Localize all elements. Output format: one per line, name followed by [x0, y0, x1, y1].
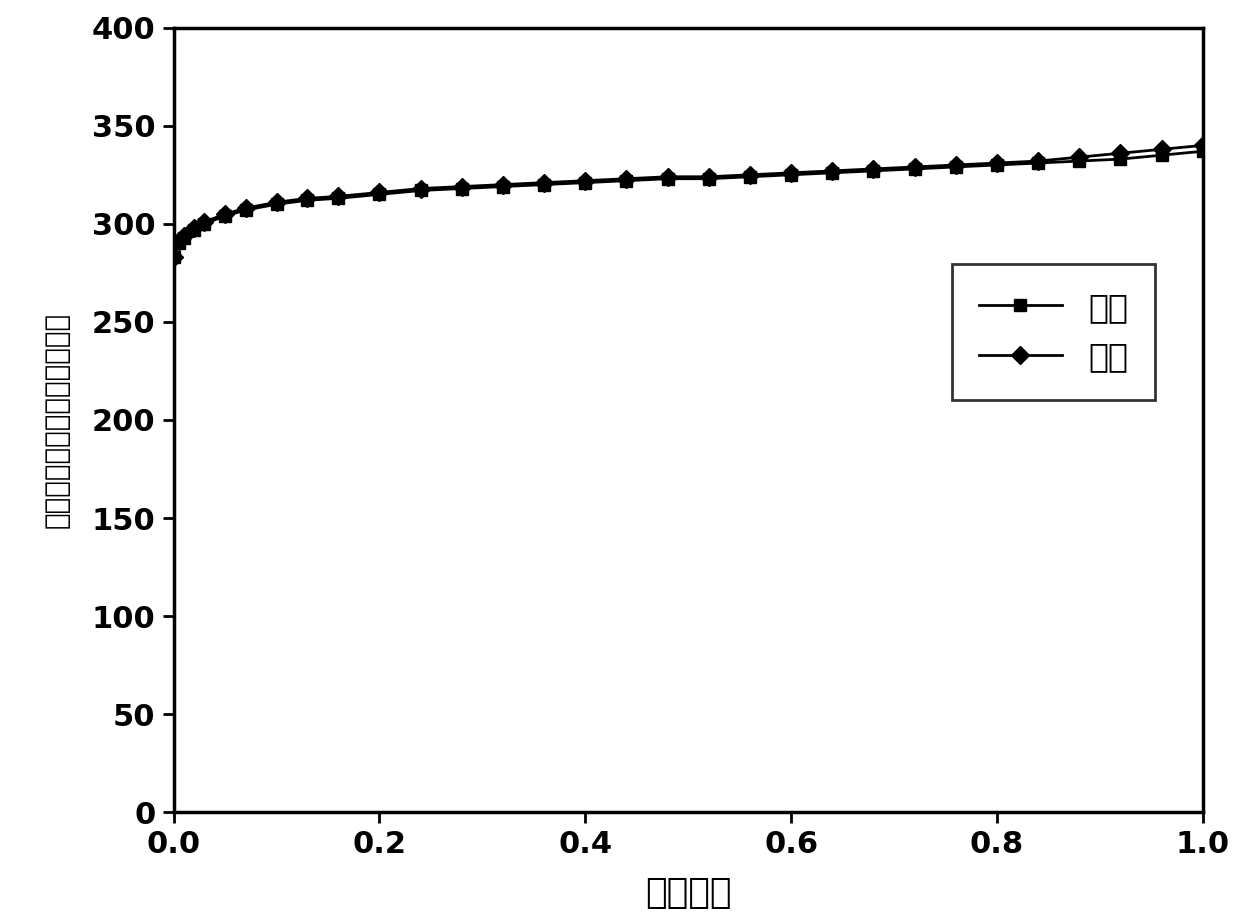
Y-axis label: 吸附容量（毫升每克，标况）: 吸附容量（毫升每克，标况）: [43, 312, 71, 528]
吸附: [1030, 158, 1045, 169]
脱附: [1195, 140, 1210, 151]
脱附: [372, 187, 387, 198]
Line: 吸附: 吸附: [167, 145, 1209, 263]
脱附: [825, 165, 839, 176]
吸附: [1195, 146, 1210, 157]
吸附: [619, 175, 634, 186]
吸附: [187, 224, 202, 235]
脱附: [496, 179, 511, 190]
脱附: [171, 236, 186, 247]
脱附: [166, 252, 181, 263]
吸附: [218, 210, 233, 222]
吸附: [866, 165, 880, 176]
吸附: [1154, 150, 1169, 161]
吸附: [413, 185, 428, 196]
脱附: [269, 197, 284, 208]
吸附: [578, 177, 593, 188]
脱附: [1030, 156, 1045, 167]
Line: 脱附: 脱附: [167, 139, 1209, 263]
脱附: [784, 167, 799, 178]
脱附: [197, 216, 212, 227]
吸附: [990, 160, 1004, 171]
脱附: [1154, 144, 1169, 155]
吸附: [949, 162, 963, 173]
吸附: [908, 163, 923, 174]
脱附: [949, 160, 963, 171]
脱附: [300, 193, 315, 204]
脱附: [619, 174, 634, 185]
吸附: [537, 179, 552, 190]
脱附: [187, 222, 202, 234]
脱附: [218, 209, 233, 220]
吸附: [176, 232, 191, 243]
吸附: [1071, 156, 1086, 167]
吸附: [166, 252, 181, 263]
脱附: [1114, 148, 1128, 159]
脱附: [238, 203, 253, 214]
吸附: [496, 181, 511, 192]
吸附: [269, 198, 284, 210]
脱附: [176, 230, 191, 241]
吸附: [825, 167, 839, 178]
吸附: [372, 189, 387, 200]
脱附: [990, 158, 1004, 169]
脱附: [1071, 151, 1086, 162]
吸附: [702, 174, 717, 185]
吸附: [784, 169, 799, 180]
脱附: [413, 183, 428, 194]
吸附: [454, 183, 469, 194]
脱附: [331, 191, 346, 202]
脱附: [743, 169, 758, 180]
Legend: 吸附, 脱附: 吸附, 脱附: [952, 264, 1156, 400]
吸附: [197, 219, 212, 230]
吸附: [300, 195, 315, 206]
脱附: [908, 162, 923, 173]
脱附: [454, 181, 469, 192]
吸附: [238, 205, 253, 216]
脱附: [702, 172, 717, 183]
吸附: [743, 172, 758, 183]
脱附: [537, 177, 552, 188]
吸附: [660, 174, 675, 185]
吸附: [331, 193, 346, 204]
吸附: [1114, 153, 1128, 164]
吸附: [171, 238, 186, 249]
X-axis label: 相对压力: 相对压力: [645, 876, 732, 910]
脱附: [660, 172, 675, 183]
脱附: [578, 175, 593, 186]
脱附: [866, 163, 880, 174]
